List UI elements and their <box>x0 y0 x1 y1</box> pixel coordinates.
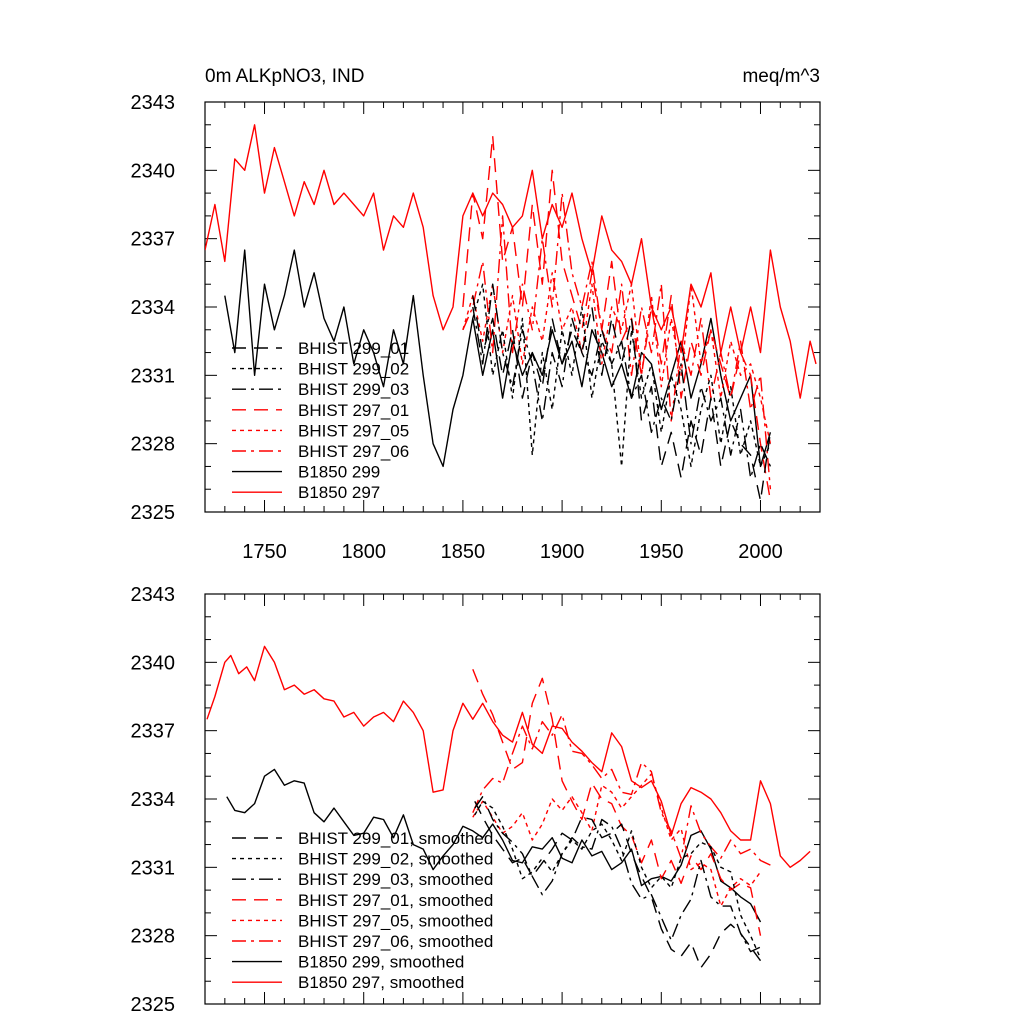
top-y-tick-label: 2325 <box>131 502 176 524</box>
bottom-y-tick-label: 2328 <box>131 926 176 948</box>
bottom-series-bhist-299-02-smoothed <box>474 800 762 959</box>
bottom-plot-area: 2325 2328 2331 2334 2337 2340 2343 BHIST 299_01… <box>131 584 821 1016</box>
bottom-y-tick-label: 2343 <box>131 584 176 606</box>
bottom-legend-label: BHIST 299_03, smoothed <box>298 870 493 889</box>
bottom-series-bhist-299-01-smoothed <box>474 800 762 969</box>
top-legend-label: B1850 299 <box>298 463 380 482</box>
bottom-series-group <box>206 645 811 969</box>
bottom-series-bhist-297-05-smoothed <box>472 773 762 907</box>
bottom-legend-label: BHIST 297_05, smoothed <box>298 911 493 930</box>
top-panel-units: meq/m^3 <box>742 66 820 87</box>
top-y-tick-label: 2337 <box>131 229 176 251</box>
bottom-legend: BHIST 299_01, smoothed BHIST 299_02, smoo… <box>232 829 493 992</box>
bottom-series-bhist-297-01-smoothed <box>472 668 762 936</box>
bottom-y-tick-label: 2337 <box>131 721 176 743</box>
bottom-panel: 2325 2328 2331 2334 2337 2340 2343 BHIST 299_01… <box>131 584 821 1016</box>
top-series-bhist-297-01 <box>462 135 772 501</box>
top-series-b1850-299 <box>224 249 772 468</box>
top-legend-label: BHIST 299_01 <box>298 339 409 358</box>
top-x-tick-label: 1900 <box>540 541 585 563</box>
top-y-tick-label: 2340 <box>131 160 176 182</box>
top-y-tick-label: 2328 <box>131 434 176 456</box>
top-legend-label: BHIST 299_03 <box>298 380 409 399</box>
top-x-tick-label: 1950 <box>639 541 684 563</box>
top-series-bhist-297-05 <box>462 272 772 444</box>
top-y-tick-label: 2334 <box>131 297 176 319</box>
bottom-y-tick-label: 2340 <box>131 652 176 674</box>
bottom-series-bhist-297-06-smoothed <box>472 714 771 866</box>
bottom-legend-label: BHIST 299_02, smoothed <box>298 850 493 869</box>
bottom-legend-label: BHIST 297_06, smoothed <box>298 932 493 951</box>
top-series-bhist-297-06 <box>462 192 772 490</box>
bottom-y-tick-label: 2325 <box>131 994 176 1016</box>
top-x-tick-label: 1800 <box>341 541 386 563</box>
bottom-y-tick-label: 2334 <box>131 789 176 811</box>
top-legend-label: BHIST 297_06 <box>298 442 409 461</box>
bottom-series-bhist-299-03-smoothed <box>474 796 761 953</box>
bottom-legend-label: BHIST 297_01, smoothed <box>298 891 493 910</box>
top-x-tick-label: 2000 <box>738 541 783 563</box>
bottom-series-b1850-299-smoothed <box>226 768 762 923</box>
bottom-legend-label: B1850 299, smoothed <box>298 953 464 972</box>
top-plot-area: 1750 1800 1850 1900 1950 2000 2325 2328 2331 2334… <box>131 92 821 563</box>
top-x-tick-label: 1850 <box>441 541 486 563</box>
bottom-series-b1850-297-smoothed <box>206 645 811 868</box>
bottom-legend-label: BHIST 299_01, smoothed <box>298 829 493 848</box>
bottom-legend-label: B1850 297, smoothed <box>298 973 464 992</box>
top-legend-label: BHIST 297_01 <box>298 401 409 420</box>
top-x-tick-label: 1750 <box>242 541 287 563</box>
top-y-tick-label: 2331 <box>131 365 176 387</box>
top-legend-label: BHIST 297_05 <box>298 421 409 440</box>
top-series-bhist-299-03 <box>472 283 772 479</box>
top-legend-label: B1850 297 <box>298 483 380 502</box>
top-y-tick-label: 2343 <box>131 92 176 114</box>
top-series-bhist-299-02 <box>472 283 772 468</box>
top-legend-label: BHIST 299_02 <box>298 360 409 379</box>
top-panel-title: 0m ALKpNO3, IND <box>205 66 364 87</box>
top-series-group <box>205 124 817 502</box>
bottom-y-tick-label: 2331 <box>131 857 176 879</box>
top-series-bhist-299-01 <box>472 295 772 502</box>
top-panel: 0m ALKpNO3, IND meq/m^3 1750 1800 1850 1900… <box>131 66 821 563</box>
